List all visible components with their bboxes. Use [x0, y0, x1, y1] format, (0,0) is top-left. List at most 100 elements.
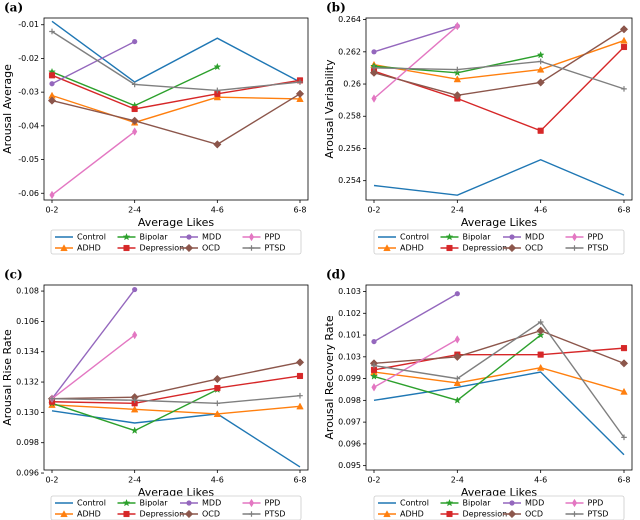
- series-line: [51, 394, 301, 404]
- marker: [371, 49, 377, 55]
- marker: [295, 89, 305, 98]
- marker: [446, 244, 453, 252]
- series-line: [373, 338, 458, 388]
- marker: [213, 410, 222, 417]
- y-tick-label: 0.097: [338, 418, 361, 427]
- marker: [453, 379, 462, 386]
- y-tick-label: -0.05: [18, 155, 39, 164]
- marker: [453, 75, 462, 83]
- marker: [296, 402, 304, 410]
- marker: [49, 28, 55, 35]
- plot-frame: [365, 284, 633, 471]
- marker: [371, 94, 377, 103]
- marker: [619, 25, 629, 34]
- marker: [47, 96, 57, 105]
- legend-label: Bipolar: [463, 499, 492, 508]
- x-tick-label: 2-4: [451, 206, 464, 215]
- marker: [371, 338, 377, 345]
- y-tick-label: 0.106: [16, 317, 39, 326]
- marker: [371, 362, 377, 369]
- y-tick-label: 0.103: [338, 352, 361, 361]
- marker: [49, 190, 55, 200]
- marker: [571, 498, 578, 508]
- marker: [296, 95, 304, 102]
- y-axis-label: Arousal Recovery Rate: [323, 315, 336, 439]
- y-axis-label: Arousal Rise Rate: [1, 329, 14, 426]
- x-tick-label: 0-2: [45, 206, 58, 215]
- marker: [571, 232, 578, 242]
- x-axis-label: Average Likes: [138, 216, 215, 229]
- y-tick-label: -0.02: [18, 54, 39, 63]
- marker: [123, 244, 130, 252]
- marker: [454, 375, 461, 382]
- marker: [509, 500, 515, 506]
- y-tick-label: 0.254: [338, 176, 361, 185]
- marker: [536, 326, 545, 335]
- x-tick-label: 6-8: [293, 206, 306, 215]
- series-line: [51, 289, 136, 400]
- marker: [132, 286, 138, 293]
- panel-label: (d): [326, 268, 346, 282]
- legend-label: OCD: [525, 510, 543, 519]
- x-tick-label: 4-6: [211, 476, 224, 485]
- y-tick-label: 0.099: [338, 374, 361, 383]
- x-tick-label: 4-6: [534, 206, 547, 215]
- marker: [445, 232, 454, 241]
- legend-label: ADHD: [77, 510, 101, 519]
- x-tick-label: 6-8: [293, 476, 306, 485]
- marker: [296, 372, 304, 380]
- legend-label: ADHD: [77, 244, 101, 253]
- series-line: [373, 329, 625, 365]
- marker: [122, 232, 131, 241]
- marker: [122, 498, 131, 507]
- legend-label: Bipolar: [463, 233, 492, 242]
- panel-label: (b): [326, 1, 346, 15]
- series-line: [373, 293, 458, 343]
- legend-label: ADHD: [400, 244, 424, 253]
- y-tick-label: -0.06: [18, 189, 39, 198]
- marker: [383, 510, 391, 518]
- y-tick-label: 0.103: [338, 287, 361, 296]
- marker: [571, 511, 578, 517]
- legend-label: Depression: [140, 510, 185, 519]
- marker: [620, 43, 628, 51]
- marker: [132, 38, 138, 45]
- marker: [454, 335, 460, 344]
- marker: [371, 65, 377, 71]
- series-line: [51, 30, 301, 92]
- series-line: [373, 25, 458, 100]
- marker: [248, 511, 255, 517]
- plot-frame: [43, 284, 309, 471]
- marker: [49, 81, 55, 87]
- x-tick-label: 2-4: [128, 476, 141, 485]
- y-tick-label: 0.262: [338, 47, 361, 56]
- legend-box: [373, 229, 625, 255]
- marker: [445, 498, 454, 507]
- legend-label: MDD: [202, 233, 221, 242]
- marker: [131, 105, 138, 113]
- plot-frame: [43, 17, 309, 201]
- marker: [454, 21, 460, 31]
- marker: [621, 86, 627, 92]
- marker: [297, 79, 303, 85]
- marker: [571, 245, 578, 251]
- marker: [131, 397, 138, 404]
- marker: [537, 58, 544, 65]
- y-axis-label: Arousal Variability: [323, 59, 336, 159]
- y-tick-label: 0.264: [338, 15, 361, 24]
- legend-label: MDD: [202, 499, 221, 508]
- x-tick-label: 0-2: [367, 206, 380, 215]
- series-line: [373, 371, 625, 456]
- legend-label: Depression: [463, 244, 508, 253]
- series-line: [51, 74, 301, 110]
- x-tick-label: 4-6: [534, 476, 547, 485]
- marker: [213, 93, 222, 101]
- series-line: [51, 131, 136, 196]
- legend-label: PTSD: [588, 244, 609, 253]
- panel-label: (c): [4, 268, 23, 282]
- y-tick-label: 0.256: [338, 144, 361, 153]
- marker: [620, 387, 628, 395]
- series-line: [373, 25, 458, 53]
- marker: [453, 352, 462, 361]
